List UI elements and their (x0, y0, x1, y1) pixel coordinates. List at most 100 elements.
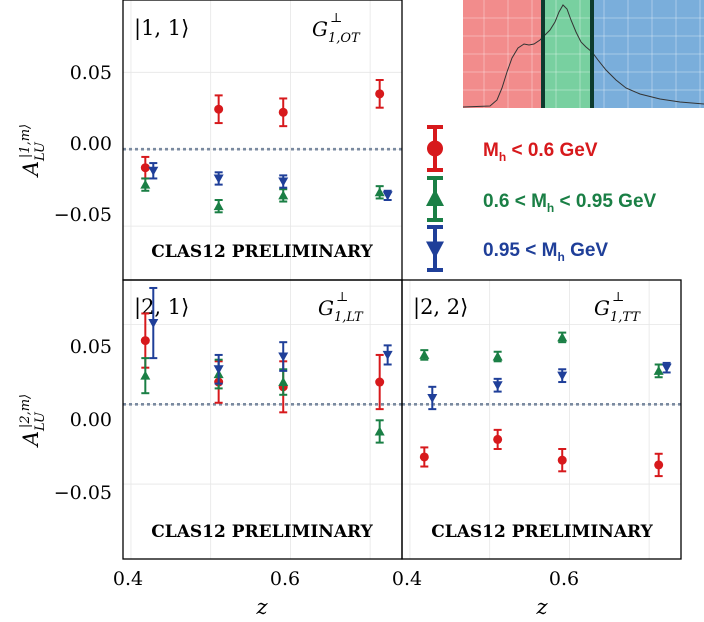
ytick-bottom-m005: −0.05 (54, 482, 112, 504)
xtick-left-06: 0.6 (270, 568, 300, 590)
p21-point-circle (375, 353, 385, 411)
ytick-bottom-005: 0.05 (70, 336, 112, 358)
panel-11-preliminary-label: CLAS12 PRELIMINARY (151, 242, 373, 262)
legend-markers (426, 125, 444, 272)
legend-high-post: GeV (565, 240, 609, 261)
marker-circle (557, 455, 567, 465)
panel-21-tmd-label: G1,LT (318, 296, 364, 325)
inset-region-mid (544, 0, 592, 108)
marker-circle (214, 104, 224, 114)
p11-point-triangle-down (148, 162, 159, 180)
p22-point-triangle-up (653, 363, 664, 379)
panel-11-tmd-label: G1,OT (312, 17, 361, 46)
p22-point-triangle-down (661, 361, 672, 374)
marker-triangle-down (148, 166, 159, 176)
legend-label-high: 0.95 < Mh GeV (483, 240, 608, 264)
p22-point-triangle-up (557, 331, 568, 344)
p21-point-circle (140, 312, 150, 369)
legend-low-post: < 0.6 GeV (506, 140, 598, 161)
marker-circle (140, 336, 150, 346)
marker-triangle-down (278, 352, 289, 362)
legend-label-mid: 0.6 < Mh < 0.95 GeV (483, 191, 657, 215)
panel-22-tmd-sub: 1,TT (610, 310, 641, 325)
legend-marker-triangle-down (426, 225, 444, 272)
p22-point-triangle-down (557, 368, 568, 384)
legend-triangle-up (426, 189, 444, 206)
marker-triangle-up (278, 190, 289, 200)
inset-region-high (592, 0, 704, 108)
marker-circle (278, 107, 288, 117)
marker-triangle-down (427, 393, 438, 403)
inset-grid (463, 0, 704, 108)
panel-11-tmd-sub: 1,OT (328, 31, 361, 46)
p21-point-triangle-down (213, 353, 224, 385)
marker-triangle-down (382, 350, 393, 360)
p11-point-circle (375, 79, 385, 109)
marker-triangle-up (140, 370, 151, 380)
marker-triangle-down (557, 371, 568, 381)
marker-triangle-up (140, 179, 151, 189)
panel-21-preliminary-label: CLAS12 PRELIMINARY (151, 522, 373, 542)
inset-divider-low (541, 0, 545, 108)
p21-point-triangle-up (374, 419, 385, 444)
mass-inset (462, 0, 704, 108)
p22-point-circle (557, 447, 567, 473)
legend-marker-circle (427, 125, 443, 172)
ytick-top-000: 0.00 (70, 133, 112, 155)
marker-triangle-down (492, 381, 503, 391)
marker-triangle-down (382, 191, 393, 201)
marker-circle (375, 89, 385, 99)
legend-high-pre: 0.95 < M (483, 240, 557, 261)
p22-point-triangle-up (492, 350, 503, 363)
legend-label-low: Mh < 0.6 GeV (483, 140, 598, 164)
p11-point-circle (214, 94, 224, 125)
inset-divider-high (590, 0, 594, 108)
panel-11-tmd-symbol: G (312, 17, 328, 41)
p22-point-circle (419, 446, 429, 468)
xtick-right-04: 0.4 (392, 568, 422, 590)
marker-triangle-up (278, 377, 289, 387)
ytick-top-m005: −0.05 (54, 204, 112, 226)
p11-point-triangle-up (140, 177, 151, 192)
marker-circle (654, 460, 664, 470)
marker-circle (140, 163, 150, 173)
panel-11-state-label: |1, 1⟩ (134, 16, 189, 41)
p11-point-triangle-down (213, 171, 224, 186)
p11-point-triangle-up (278, 188, 289, 203)
panel-21-tmd-sup: ⊥ (336, 290, 348, 305)
panel-22-tmd-symbol: G (594, 296, 610, 320)
zero-reference-lines (123, 147, 681, 406)
ytick-bottom-000: 0.00 (70, 409, 112, 431)
panel-11-tmd-sup: ⊥ (330, 11, 342, 26)
yaxis-label-bottom: ALU|2,m⟩ (18, 394, 48, 448)
p11-point-triangle-up (374, 185, 385, 200)
p11-point-triangle-up (213, 199, 224, 214)
p21-point-triangle-down (382, 344, 393, 366)
marker-triangle-down (213, 174, 224, 184)
marker-triangle-up (419, 349, 430, 359)
p22-point-circle (493, 428, 503, 450)
panel-21-state-label: |2, 1⟩ (134, 295, 189, 320)
marker-circle (419, 452, 429, 462)
p22-point-triangle-down (492, 377, 503, 393)
legend-triangle-down (426, 241, 444, 259)
p11-point-triangle-down (278, 174, 289, 189)
marker-triangle-up (213, 201, 224, 211)
p21-point-triangle-up (140, 357, 151, 395)
marker-triangle-down (661, 363, 672, 373)
legend-marker-triangle-up (426, 176, 444, 222)
panel-21-tmd-symbol: G (318, 296, 334, 320)
p22-point-circle (654, 452, 664, 478)
marker-circle (375, 377, 385, 387)
xaxis-label-right: z (535, 595, 548, 619)
panel-22-preliminary-label: CLAS12 PRELIMINARY (431, 522, 653, 542)
xtick-left-04: 0.4 (113, 568, 143, 590)
ytick-top-005: 0.05 (70, 62, 112, 84)
marker-triangle-up (492, 351, 503, 361)
panel-22-tmd-label: G1,TT (594, 296, 641, 325)
legend: Mh < 0.6 GeV 0.6 < Mh < 0.95 GeV 0.95 < … (426, 125, 657, 272)
marker-triangle-up (653, 365, 664, 375)
p22-point-triangle-up (419, 349, 430, 361)
marker-triangle-up (557, 332, 568, 342)
